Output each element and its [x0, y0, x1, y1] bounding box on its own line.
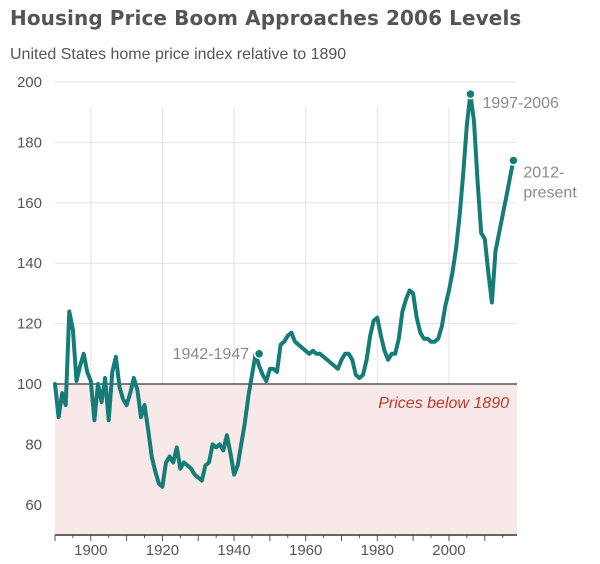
x-tick-label: 1940: [217, 542, 250, 559]
y-tick-label: 180: [17, 134, 42, 151]
annotation-1997-2006: 1997-2006: [482, 95, 559, 112]
below-baseline-region: [55, 384, 517, 535]
series-line: [53, 92, 516, 489]
x-tick-label: 2000: [432, 542, 465, 559]
below-baseline-shading: [55, 384, 517, 535]
x-tick-label: 1980: [361, 542, 394, 559]
marker-1942-1947: [253, 348, 265, 360]
y-tick-label: 120: [17, 316, 42, 333]
x-tick-label: 1900: [74, 542, 107, 559]
below-baseline-label: Prices below 1890: [378, 395, 509, 412]
x-tick-label: 1920: [146, 542, 179, 559]
y-tick-label: 200: [17, 74, 42, 91]
annotations: Prices below 1890 1942-1947 1997-2006 2012-…: [173, 88, 577, 412]
y-tick-label: 160: [17, 195, 42, 212]
y-tick-label: 60: [25, 497, 42, 514]
marker-2012-present: [508, 155, 519, 166]
price-index-line: [53, 92, 516, 489]
y-tick-label: 100: [17, 376, 42, 393]
x-tick-label: 1960: [289, 542, 322, 559]
chart-subtitle: United States home price index relative …: [10, 46, 347, 63]
y-tick-label: 80: [25, 436, 42, 453]
y-tick-label: 140: [17, 255, 42, 272]
annotation-1942-1947: 1942-1947: [173, 346, 250, 363]
marker-1997-2006: [465, 88, 476, 100]
annotation-2012-present-line1: 2012-: [523, 165, 564, 182]
annotation-2012-present-line2: present: [523, 185, 577, 202]
chart-title: Housing Price Boom Approaches 2006 Level…: [10, 6, 522, 30]
